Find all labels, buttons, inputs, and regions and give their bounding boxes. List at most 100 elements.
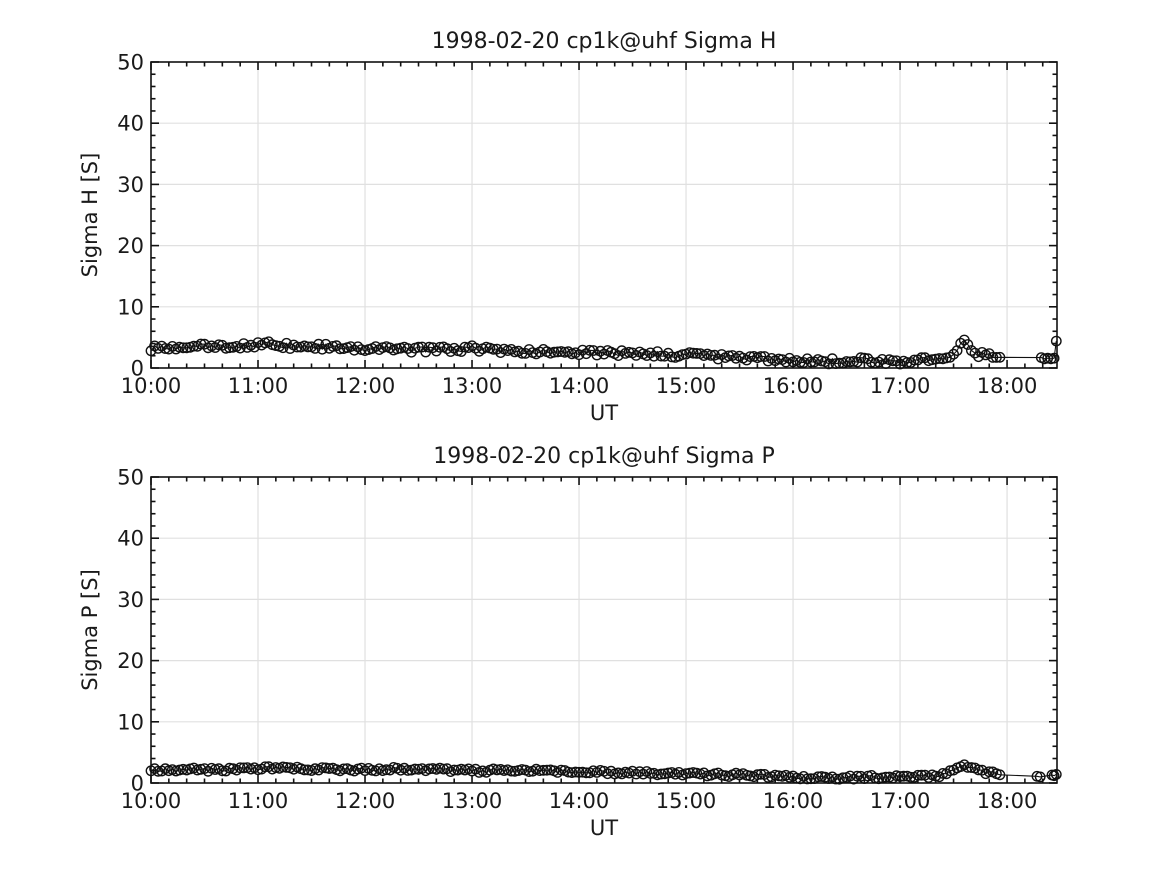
data-point-circle-icon [919, 352, 931, 364]
data-point-circle-icon [555, 764, 567, 776]
data-point-circle-icon [944, 351, 956, 363]
data-point-circle-icon [252, 764, 264, 776]
data-point-circle-icon [166, 340, 178, 352]
data-markers [145, 334, 1062, 370]
data-point-circle-icon [851, 770, 863, 782]
tick-marks [150, 476, 1057, 784]
x-tick-label: 18:00 [977, 374, 1038, 398]
data-point-circle-icon [773, 770, 785, 782]
plot-title-sigma-h: 1998-02-20 cp1k@uhf Sigma H [431, 29, 777, 54]
data-point-circle-icon [709, 349, 720, 361]
data-point-circle-icon [174, 341, 185, 353]
data-point-circle-icon [691, 347, 703, 359]
data-point-circle-icon [291, 341, 303, 353]
data-point-circle-icon [224, 342, 235, 354]
y-tick-label: 50 [117, 466, 144, 490]
data-point-circle-icon [338, 763, 349, 775]
data-point-circle-icon [487, 343, 499, 355]
data-point-circle-icon [234, 762, 246, 774]
x-tick-label: 14:00 [549, 789, 610, 813]
data-point-circle-icon [202, 765, 214, 777]
data-point-circle-icon [538, 764, 549, 776]
data-point-circle-icon [994, 769, 1006, 781]
data-point-circle-icon [677, 349, 688, 360]
data-point-circle-icon [812, 771, 824, 783]
y-tick-label: 50 [117, 51, 144, 75]
data-point-circle-icon [441, 763, 453, 775]
y-tick-label: 0 [131, 357, 144, 381]
data-point-circle-icon [962, 762, 974, 773]
data-point-circle-icon [966, 762, 977, 773]
data-point-circle-icon [645, 347, 656, 359]
data-point-circle-icon [880, 771, 892, 783]
data-point-circle-icon [991, 351, 1002, 363]
data-point-circle-icon [459, 341, 471, 353]
data-point-circle-icon [331, 340, 342, 352]
data-point-circle-icon [684, 347, 695, 358]
data-point-circle-icon [605, 765, 617, 777]
data-point-circle-icon [698, 767, 710, 779]
data-point-circle-icon [181, 342, 193, 354]
data-point-circle-icon [548, 346, 560, 358]
data-point-circle-icon [987, 351, 999, 363]
data-point-circle-icon [470, 342, 481, 354]
data-point-circle-icon [505, 765, 517, 777]
data-point-circle-icon [905, 357, 917, 368]
data-point-circle-icon [224, 762, 235, 774]
data-point-circle-icon [391, 343, 403, 355]
data-point-circle-icon [948, 348, 959, 360]
data-point-circle-icon [887, 355, 899, 367]
data-point-circle-icon [520, 347, 531, 359]
data-point-circle-icon [855, 352, 867, 364]
tick-marks [150, 61, 1057, 369]
data-point-circle-icon [937, 768, 949, 779]
data-point-circle-icon [580, 348, 592, 360]
data-point-circle-icon [238, 762, 250, 774]
data-point-circle-icon [637, 768, 649, 780]
data-point-circle-icon [962, 339, 974, 350]
data-point-circle-icon [666, 351, 678, 363]
data-point-circle-icon [409, 763, 421, 775]
data-point-circle-icon [744, 351, 756, 362]
y-tick-label: 10 [117, 295, 144, 319]
data-point-circle-icon [994, 351, 1006, 363]
x-tick-label: 12:00 [335, 374, 396, 398]
data-point-circle-icon [402, 765, 414, 776]
data-point-circle-icon [916, 769, 927, 781]
x-tick-label: 15:00 [656, 789, 717, 813]
x-tick-label: 14:00 [549, 374, 610, 398]
data-point-circle-icon [662, 767, 674, 779]
x-tick-label: 15:00 [656, 374, 717, 398]
subplot-sigma-h: 10:00 11:00 12:00 13:00 14:00 15:00 16:00 17:00… [117, 51, 1062, 398]
data-point-circle-icon [302, 341, 314, 353]
data-point-circle-icon [370, 341, 382, 352]
axes-box [150, 476, 1058, 784]
data-point-circle-icon [641, 350, 653, 361]
data-point-circle-icon [634, 766, 646, 778]
data-point-circle-icon [491, 343, 503, 355]
data-point-circle-icon [755, 768, 767, 780]
x-tick-label: 11:00 [228, 374, 289, 398]
data-point-circle-icon [220, 765, 232, 777]
data-point-circle-icon [562, 766, 574, 778]
data-point-circle-icon [801, 353, 813, 365]
data-point-circle-icon [445, 346, 456, 357]
x-tick-label: 17:00 [870, 374, 931, 398]
x-axis-label-ut-top: UT [589, 401, 619, 425]
x-axis-label-ut-bottom: UT [589, 816, 619, 840]
grid-lines [151, 477, 1057, 783]
data-point-circle-icon [380, 764, 392, 776]
data-point-circle-icon [277, 761, 289, 773]
data-point-circle-icon [727, 350, 738, 361]
data-point-circle-icon [570, 766, 581, 778]
data-point-circle-icon [238, 338, 250, 349]
data-point-circle-icon [1034, 771, 1046, 783]
data-point-circle-icon [983, 766, 995, 778]
data-markers [145, 759, 1062, 785]
grid-lines [151, 62, 1057, 368]
data-point-circle-icon [284, 343, 296, 354]
data-point-circle-icon [534, 346, 546, 358]
data-point-circle-icon [630, 349, 642, 361]
data-point-circle-icon [216, 339, 228, 351]
data-point-circle-icon [1048, 352, 1060, 364]
